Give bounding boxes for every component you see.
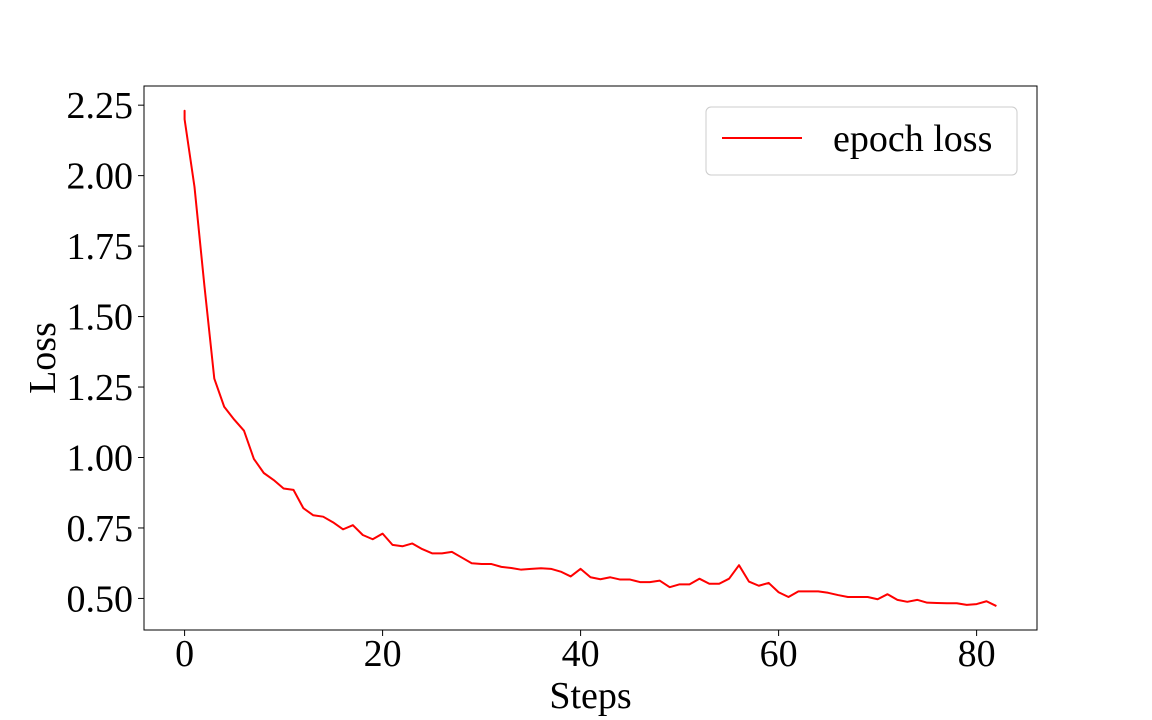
x-axis-label: Steps [549, 675, 631, 717]
x-axis-ticks: 0 20 40 60 80 [175, 630, 996, 675]
legend-box [705, 106, 1018, 176]
y-tick-label: 1.50 [67, 297, 134, 339]
legend: epoch loss [705, 106, 1018, 176]
y-tick-label: 2.25 [67, 85, 134, 127]
x-tick-label: 60 [760, 633, 798, 675]
y-tick-label: 0.75 [67, 508, 134, 550]
y-tick-label: 2.00 [67, 156, 134, 198]
y-axis-ticks: 0.50 0.75 1.00 1.25 1.50 1.75 2.00 2.25 [67, 85, 144, 620]
x-tick-label: 20 [364, 633, 402, 675]
legend-label: epoch loss [833, 118, 992, 160]
y-tick-label: 1.25 [67, 367, 134, 409]
y-tick-label: 1.00 [67, 437, 134, 479]
y-tick-label: 1.75 [67, 226, 134, 268]
y-axis-label: Loss [22, 322, 64, 394]
y-tick-label: 0.50 [67, 578, 134, 620]
x-tick-label: 40 [562, 633, 600, 675]
x-tick-label: 0 [175, 633, 194, 675]
series-layer [183, 109, 997, 607]
series-line-epoch-loss [183, 109, 997, 607]
plot-area [143, 85, 1038, 631]
x-tick-label: 80 [958, 633, 996, 675]
